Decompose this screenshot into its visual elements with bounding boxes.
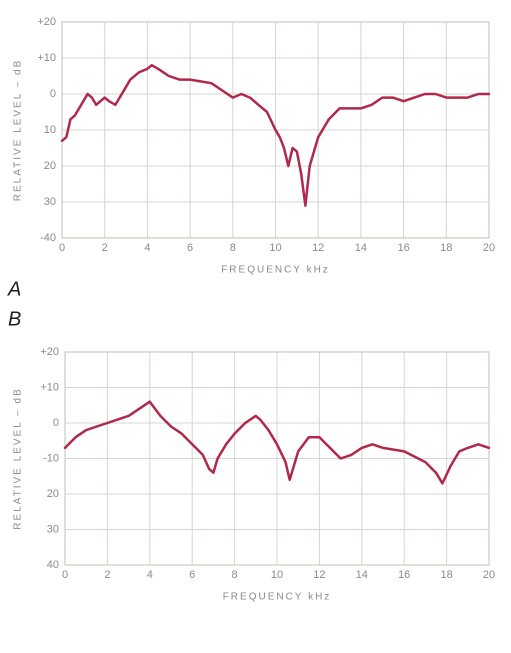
y-axis-label: RELATIVE LEVEL – dB [13,59,24,202]
x-tick-label: 8 [230,242,236,254]
plot-frame [64,351,490,566]
y-tick-label: 40 [47,559,59,571]
y-tick-label: 10 [44,124,56,136]
x-tick-label: 12 [313,569,325,581]
y-tick-label: +10 [40,381,59,393]
y-tick-label: 30 [47,523,59,535]
x-tick-label: 0 [59,242,65,254]
panel-label: A [7,278,21,300]
x-tick-label: 0 [62,569,68,581]
x-tick-label: 2 [104,569,110,581]
y-tick-label: 30 [44,196,56,208]
panel-label: B [8,308,21,330]
x-tick-label: 14 [356,569,368,581]
y-tick-label: -40 [40,232,56,244]
y-tick-label: -10 [43,452,59,464]
x-tick-label: 12 [312,242,324,254]
x-tick-label: 16 [398,569,410,581]
y-tick-label: +20 [37,16,56,28]
x-tick-label: 4 [144,242,150,254]
x-tick-label: 18 [440,242,452,254]
x-tick-label: 20 [483,569,495,581]
x-tick-label: 4 [147,569,153,581]
y-tick-label: +10 [37,52,56,64]
x-tick-label: 2 [102,242,108,254]
x-tick-label: 6 [187,242,193,254]
y-tick-label: +20 [40,346,59,358]
x-tick-label: 20 [483,242,495,254]
plot-frame [61,21,490,239]
x-tick-label: 10 [269,242,281,254]
data-line [60,63,491,207]
x-axis-label: FREQUENCY kHz [223,592,332,603]
x-tick-label: 8 [232,569,238,581]
y-tick-label: 0 [53,417,59,429]
x-axis-label: FREQUENCY kHz [221,265,330,276]
y-axis-label: RELATIVE LEVEL – dB [13,387,24,530]
data-line [63,400,491,485]
y-tick-label: 20 [44,160,56,172]
x-tick-label: 18 [440,569,452,581]
x-tick-label: 16 [397,242,409,254]
x-tick-label: 10 [271,569,283,581]
y-tick-label: 0 [50,88,56,100]
x-tick-label: 6 [189,569,195,581]
x-tick-label: 14 [355,242,367,254]
y-tick-label: 20 [47,488,59,500]
